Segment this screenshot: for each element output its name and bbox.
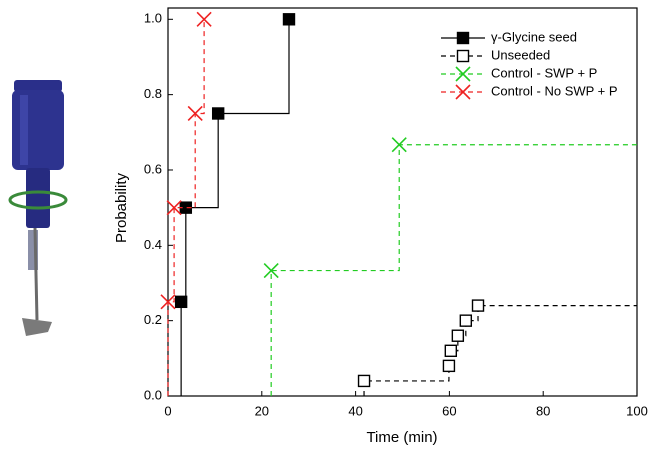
marker	[391, 137, 407, 153]
legend: γ-Glycine seed Unseeded Control - SWP + P C…	[441, 29, 618, 100]
marker	[357, 374, 371, 388]
legend-label: Unseeded	[491, 47, 550, 62]
marker-stroke	[391, 137, 407, 153]
step-line	[270, 144, 637, 396]
x-tick-label: 60	[442, 403, 456, 418]
step-line	[363, 304, 637, 396]
marker-stroke	[160, 294, 176, 310]
step-line	[167, 19, 205, 396]
marker-stroke	[166, 200, 182, 216]
marker-stroke	[187, 105, 203, 122]
marker	[451, 329, 465, 342]
marker	[456, 49, 470, 63]
step-line	[180, 19, 290, 396]
marker	[444, 344, 458, 357]
marker	[282, 13, 296, 26]
marker-stroke	[263, 262, 279, 279]
marker	[166, 200, 182, 216]
marker	[187, 105, 203, 122]
series	[174, 13, 296, 396]
y-tick-label: 1.0	[144, 11, 162, 26]
marker	[442, 359, 456, 373]
marker	[471, 299, 485, 312]
x-axis-label: Time (min)	[366, 429, 437, 446]
x-tick-label: 0	[164, 403, 171, 418]
y-tick-label: 0.2	[144, 312, 162, 327]
legend-label: Control - No SWP + P	[491, 83, 618, 98]
y-tick-label: 0.6	[144, 161, 162, 176]
marker	[160, 294, 176, 310]
marker	[456, 31, 470, 45]
marker	[459, 314, 473, 327]
series	[263, 137, 637, 396]
y-tick-label: 0.4	[144, 237, 162, 252]
legend-label: Control - SWP + P	[491, 65, 597, 80]
x-tick-label: 20	[255, 403, 269, 418]
marker	[455, 84, 471, 100]
marker-stroke	[455, 66, 471, 82]
marker	[174, 295, 188, 309]
marker	[455, 66, 471, 82]
marker	[196, 11, 212, 27]
y-tick-label: 0.8	[144, 86, 162, 101]
series	[357, 299, 637, 396]
x-tick-label: 40	[348, 403, 362, 418]
marker-stroke	[196, 11, 212, 27]
legend-label: γ-Glycine seed	[491, 29, 577, 44]
y-tick-label: 0.0	[144, 387, 162, 402]
y-axis-label: Probability	[113, 172, 130, 243]
marker	[211, 107, 225, 120]
series	[160, 11, 212, 396]
marker-stroke	[455, 84, 471, 100]
x-tick-label: 80	[536, 403, 550, 418]
marker	[263, 262, 279, 279]
x-tick-label: 100	[626, 403, 648, 418]
stirrer-image	[8, 80, 68, 336]
